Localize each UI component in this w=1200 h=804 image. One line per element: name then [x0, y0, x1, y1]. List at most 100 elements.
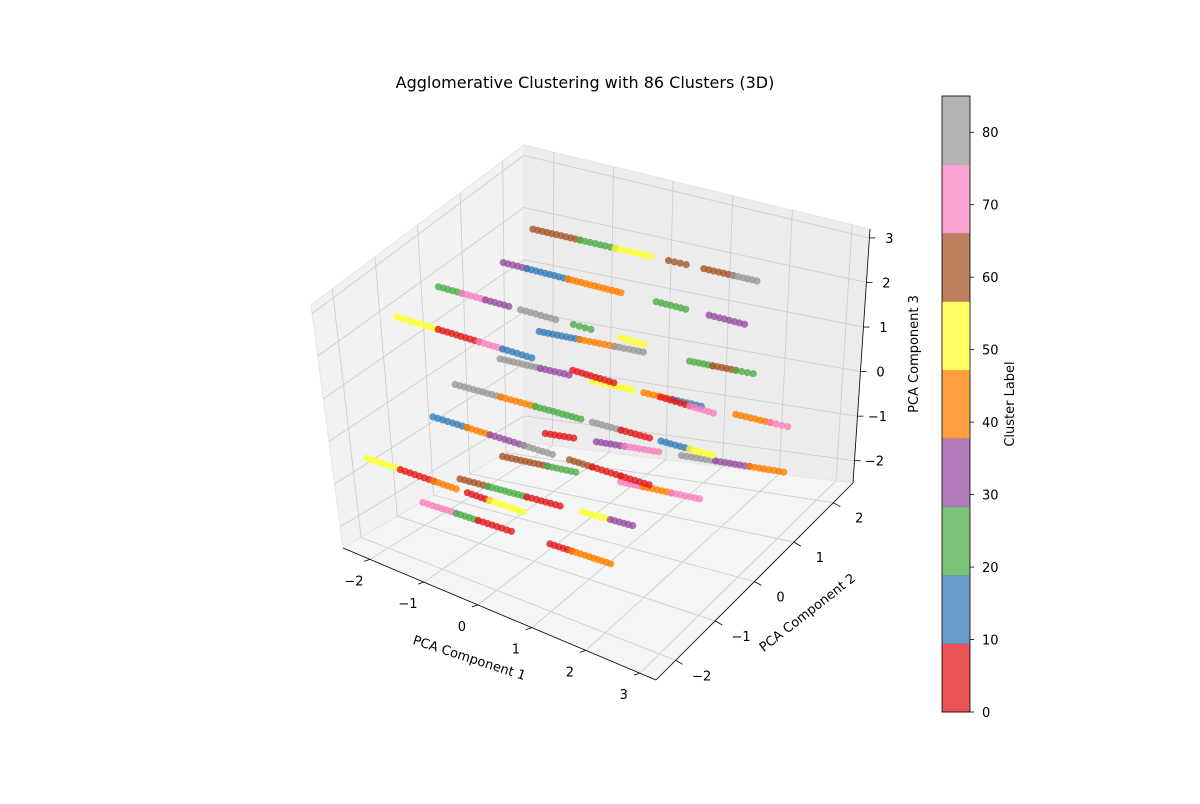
- colorbar-tick-label: 10: [982, 634, 999, 649]
- colorbar-band: [942, 301, 970, 371]
- data-point: [708, 451, 717, 459]
- colorbar-band: [942, 438, 970, 508]
- x-tick-label: 3: [620, 688, 628, 703]
- grid-line-y: [360, 536, 676, 661]
- data-points: [363, 225, 792, 568]
- grid-line-z: [523, 415, 855, 462]
- data-point: [640, 340, 648, 348]
- data-point: [695, 495, 704, 503]
- x-tick-label: 0: [458, 620, 466, 635]
- grid-line-z: [317, 207, 525, 357]
- x-tick-mark: [633, 672, 640, 676]
- data-point: [570, 434, 578, 442]
- y-tick-mark: [833, 502, 841, 508]
- y-tick-label: 1: [816, 551, 824, 566]
- data-point: [780, 468, 788, 476]
- grid-line-z: [328, 311, 525, 442]
- grid-line-x: [608, 166, 614, 453]
- y-tick-mark: [675, 659, 683, 665]
- data-point: [749, 370, 757, 378]
- data-point: [548, 450, 557, 459]
- x-tick-mark: [525, 627, 533, 631]
- y-tick-mark: [714, 620, 723, 626]
- y-tick-mark: [754, 581, 762, 586]
- data-point: [505, 302, 513, 311]
- data-point: [670, 258, 679, 266]
- z-tick-label: −2: [865, 455, 884, 470]
- colorbar-tick-label: 70: [982, 199, 999, 214]
- z-tick-label: 1: [879, 321, 887, 336]
- data-point: [577, 415, 585, 423]
- colorbar-band: [942, 96, 970, 165]
- data-point: [784, 423, 792, 431]
- grid-line-x: [778, 210, 793, 474]
- colorbar-tick-label: 80: [982, 126, 999, 141]
- data-point: [732, 366, 740, 374]
- pane-back: [523, 144, 871, 484]
- x-tick-label: 1: [512, 643, 520, 658]
- x-tick-label: −1: [398, 597, 417, 612]
- data-point: [753, 277, 761, 285]
- y-tick-mark: [793, 541, 802, 547]
- data-point: [664, 256, 673, 265]
- colorbar-tick-label: 20: [982, 561, 999, 576]
- colorbar-band: [942, 575, 970, 644]
- colorbar-band: [942, 164, 970, 234]
- x-axis-line: [342, 547, 657, 681]
- x-tick-mark: [471, 604, 479, 608]
- data-point: [556, 502, 564, 510]
- colorbar-frame: [941, 95, 971, 713]
- colorbar-band: [942, 232, 970, 302]
- x-axis-label: PCA Component 1: [411, 633, 528, 684]
- grid-line-z: [311, 155, 525, 314]
- data-point: [610, 379, 618, 387]
- z-tick-label: 3: [885, 232, 893, 247]
- data-point: [452, 485, 460, 493]
- chart-title: Agglomerative Clustering with 86 Cluster…: [396, 73, 775, 92]
- grid-line-z: [523, 311, 861, 373]
- data-point: [645, 481, 653, 489]
- data-point: [655, 448, 663, 456]
- grid-line-y: [331, 288, 362, 538]
- grid-line-x: [835, 224, 853, 481]
- colorbar-tick-label: 60: [982, 271, 999, 286]
- colorbar-tick-label: 50: [982, 344, 999, 359]
- data-point: [709, 409, 717, 417]
- data-point: [528, 354, 536, 362]
- y-tick-label: −2: [692, 669, 711, 684]
- x-tick-mark: [579, 650, 586, 653]
- y-axis-label: PCA Component 2: [757, 571, 859, 655]
- grid-line-y: [469, 473, 794, 543]
- grid-line-x: [551, 152, 555, 446]
- data-point: [676, 259, 684, 267]
- data-point: [581, 324, 589, 332]
- data-point: [572, 468, 580, 476]
- grid-line-x: [722, 195, 734, 467]
- data-point: [587, 325, 595, 333]
- data-point: [646, 434, 654, 442]
- z-axis-line: [852, 228, 871, 484]
- data-point: [738, 367, 746, 376]
- grid-line-y: [417, 224, 434, 496]
- z-tick-label: 2: [882, 276, 890, 291]
- axis-ticks: −2 −1 0 1 2 3 −2 −1 0 1 2 −2 −1 0 1 2 3: [342, 228, 894, 703]
- grid-line-x: [665, 181, 674, 460]
- data-point: [569, 320, 578, 329]
- grid-line-z: [334, 363, 525, 485]
- data-point: [519, 508, 527, 516]
- data-point: [617, 289, 625, 297]
- data-point: [772, 420, 780, 428]
- data-point: [647, 252, 655, 260]
- data-point: [507, 527, 515, 535]
- y-tick-label: 2: [855, 512, 863, 527]
- x-tick-label: −2: [344, 574, 363, 589]
- data-point: [639, 348, 647, 356]
- data-point: [628, 386, 636, 394]
- x-tick-mark: [417, 581, 425, 585]
- x-tick-mark: [363, 558, 371, 562]
- grid-line-y: [374, 256, 398, 517]
- z-axis-label: PCA Component 3: [907, 295, 922, 413]
- axes-panes: [310, 143, 871, 681]
- data-point: [575, 322, 583, 330]
